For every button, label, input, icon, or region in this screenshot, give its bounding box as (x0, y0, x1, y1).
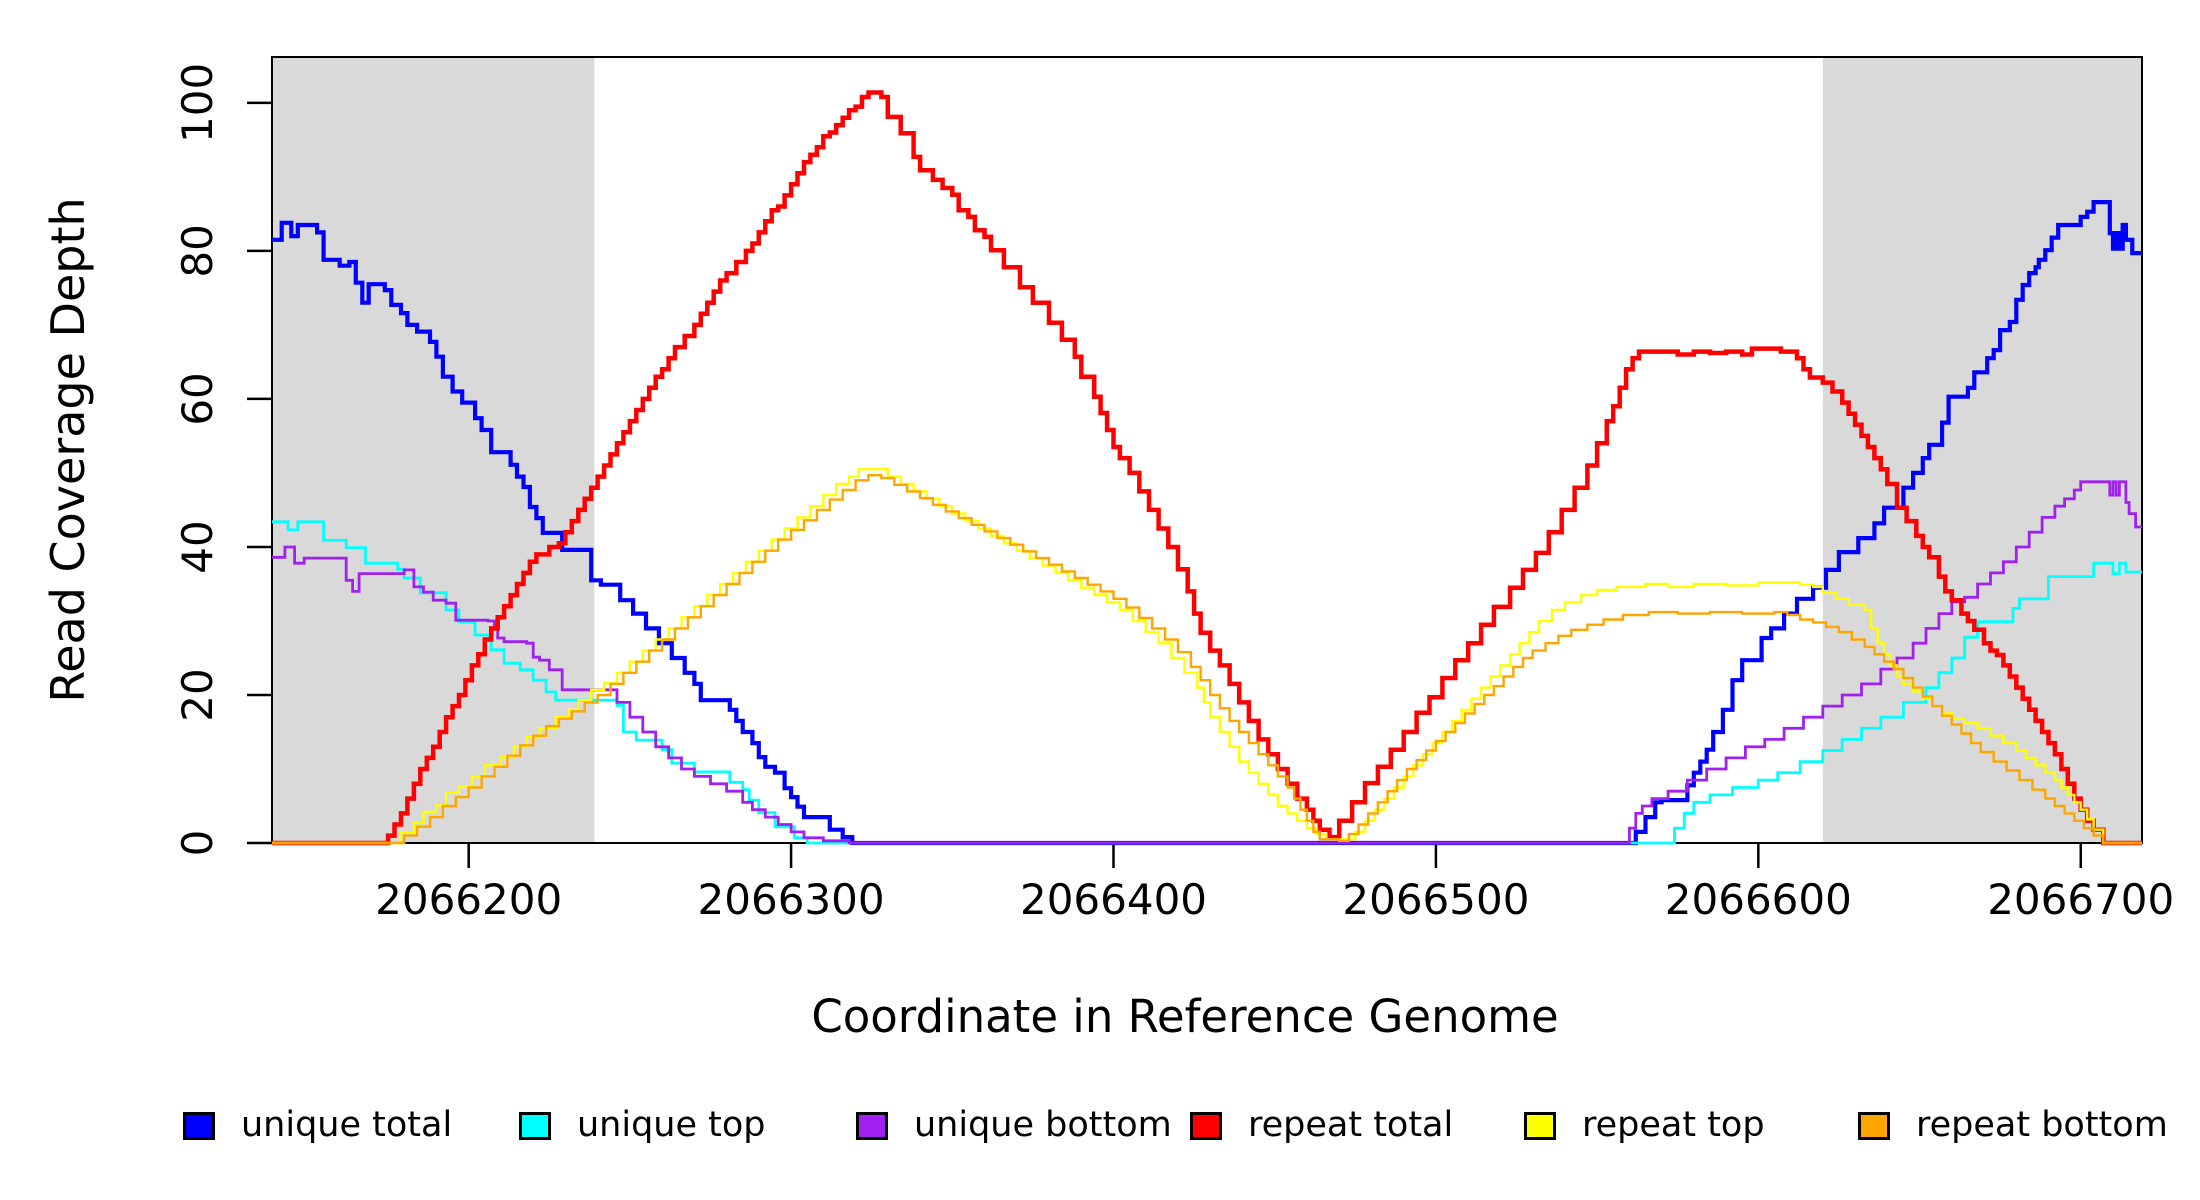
y-axis-label: Read Coverage Depth (41, 197, 95, 703)
legend-label: repeat top (1582, 1105, 1765, 1145)
legend-item-repeat-bottom: repeat bottom (1858, 1108, 2168, 1143)
series-unique-bottom (272, 480, 2142, 845)
x-tick-label: 2066700 (1987, 875, 2174, 924)
series-repeat-bottom (272, 474, 2142, 845)
y-tick-label: 20 (173, 668, 222, 721)
x-axis-label: Coordinate in Reference Genome (811, 990, 1559, 1043)
x-tick-label: 2066200 (375, 875, 562, 924)
legend-item-unique-bottom: unique bottom (856, 1108, 1172, 1143)
shaded-region-2 (1822, 57, 2142, 843)
x-tick-label: 2066600 (1665, 875, 1852, 924)
legend-swatch-repeat-total (1190, 1111, 1222, 1140)
legend: unique total unique top unique bottom repea… (0, 0, 2200, 1143)
series-repeat-top (272, 468, 2142, 845)
legend-item-unique-total: unique total (183, 1108, 452, 1143)
y-tick-label: 60 (173, 372, 222, 425)
legend-label: repeat bottom (1916, 1105, 2168, 1145)
y-tick-label: 0 (173, 830, 222, 857)
legend-label: unique total (241, 1105, 453, 1145)
legend-label: unique bottom (914, 1105, 1172, 1145)
x-tick-label: 2066300 (698, 875, 885, 924)
series-repeat-total (272, 90, 2142, 846)
legend-item-repeat-total: repeat total (1190, 1108, 1453, 1143)
legend-item-repeat-top: repeat top (1524, 1108, 1765, 1143)
legend-swatch-unique-bottom (856, 1111, 888, 1140)
legend-label: unique top (577, 1105, 766, 1145)
series-unique-total (272, 200, 2142, 846)
legend-swatch-repeat-top (1524, 1111, 1556, 1140)
legend-label: repeat total (1248, 1105, 1454, 1145)
x-tick-label: 2066400 (1020, 875, 1207, 924)
series-unique-top (272, 520, 2142, 845)
shaded-region-1 (272, 57, 595, 843)
legend-swatch-repeat-bottom (1858, 1111, 1890, 1140)
legend-swatch-unique-top (519, 1111, 551, 1140)
y-tick-label: 40 (173, 520, 222, 573)
legend-item-unique-top: unique top (519, 1108, 766, 1143)
y-tick-label: 100 (173, 63, 222, 143)
legend-swatch-unique-total (183, 1111, 215, 1140)
y-tick-label: 80 (173, 224, 222, 277)
x-tick-label: 2066500 (1342, 875, 1529, 924)
